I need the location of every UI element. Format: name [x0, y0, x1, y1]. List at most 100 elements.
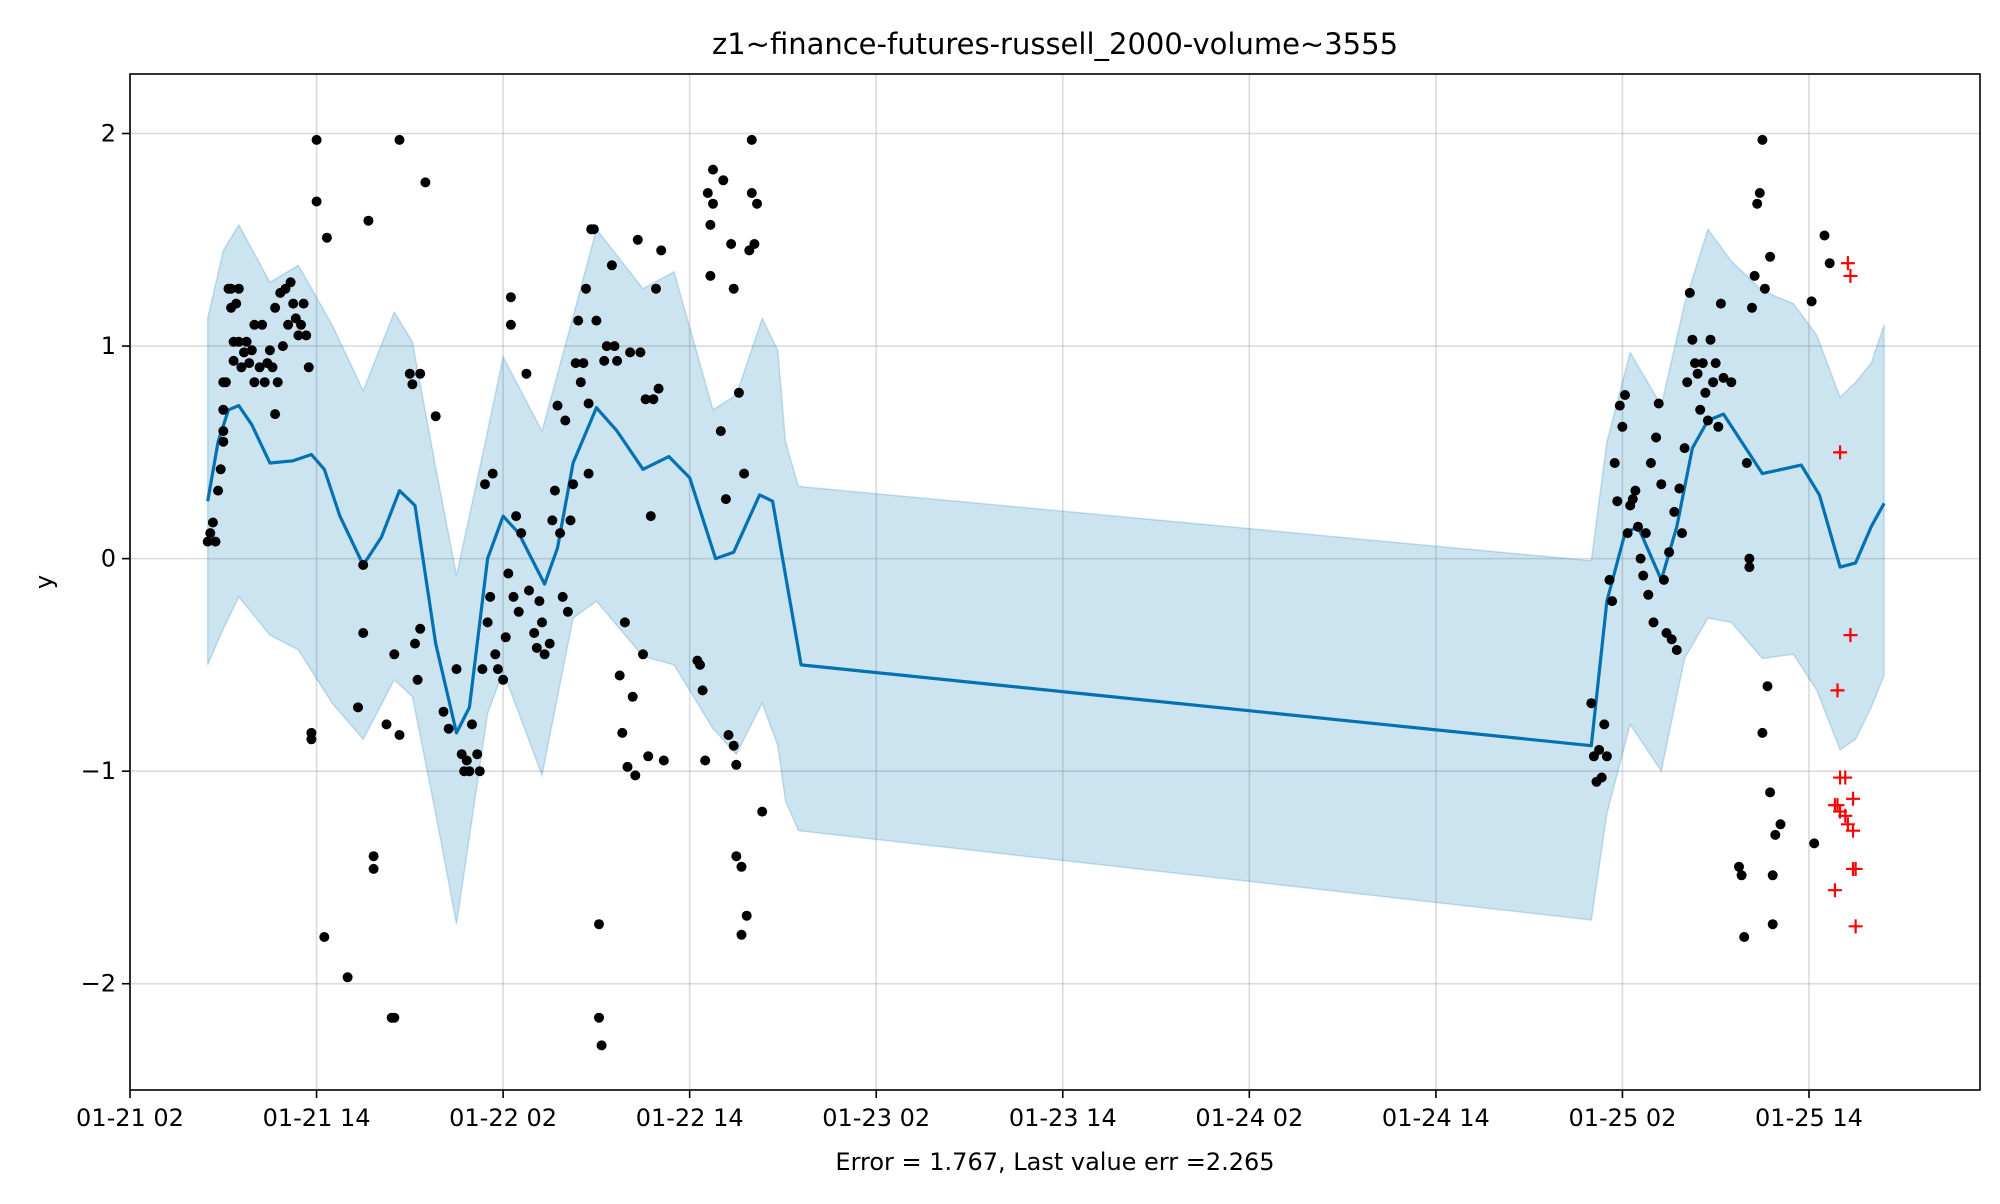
observed-point [746, 134, 757, 145]
observed-point [645, 511, 656, 522]
x-tick-label: 01-22 14 [636, 1104, 744, 1132]
observed-point [415, 623, 426, 634]
observed-point [537, 617, 547, 628]
observed-point [498, 674, 509, 685]
observed-point [596, 1040, 607, 1051]
observed-point [1715, 298, 1726, 309]
observed-point [700, 755, 711, 766]
observed-point [1653, 398, 1664, 409]
chart-title: z1~finance-futures-russell_2000-volume~3… [712, 27, 1398, 61]
observed-point [1671, 645, 1682, 655]
observed-point [342, 972, 353, 983]
y-axis-label: y [30, 575, 58, 589]
observed-point [656, 245, 667, 256]
observed-point [1734, 861, 1744, 872]
observed-point [547, 515, 558, 526]
observed-point [1664, 547, 1675, 558]
grid-lines [129, 74, 1980, 1090]
observed-point [505, 319, 516, 330]
observed-point [1640, 528, 1651, 539]
observed-point [599, 355, 610, 366]
observed-point [205, 528, 216, 539]
observed-point [283, 319, 294, 330]
observed-point [1713, 421, 1724, 432]
observed-point [632, 234, 643, 245]
observed-point [715, 426, 726, 437]
observed-point [430, 411, 441, 422]
observed-point [653, 383, 664, 394]
observed-point [529, 628, 540, 638]
observed-point [215, 464, 226, 475]
x-tick-label: 01-23 14 [1009, 1104, 1117, 1132]
observed-point [640, 394, 651, 405]
observed-point [513, 606, 524, 617]
observed-point [1630, 485, 1641, 496]
x-tick-label: 01-22 02 [449, 1104, 557, 1132]
observed-point [270, 302, 281, 313]
future-point [1848, 919, 1863, 934]
future-point [1846, 823, 1861, 838]
observed-point [485, 591, 496, 602]
observed-point [1765, 251, 1776, 262]
observed-point [207, 517, 218, 528]
observed-point [1627, 494, 1638, 505]
observed-point [562, 606, 573, 617]
observed-point [1586, 698, 1597, 709]
observed-point [298, 298, 309, 309]
observed-point [293, 330, 304, 341]
y-tick-label: 2 [101, 120, 116, 148]
observed-point [474, 766, 485, 777]
observed-point [1702, 415, 1713, 426]
observed-point [1765, 787, 1776, 798]
observed-point [705, 219, 716, 230]
observed-point [1651, 432, 1662, 443]
observed-point [697, 685, 708, 696]
observed-point [1718, 372, 1729, 383]
observed-point [560, 415, 571, 426]
observed-point [394, 730, 405, 740]
observed-point [720, 494, 731, 505]
observed-point [464, 766, 475, 777]
observed-point [622, 761, 633, 772]
future-point [1827, 883, 1842, 898]
observed-point [638, 649, 648, 660]
observed-point [1705, 334, 1716, 345]
future-point [1843, 628, 1858, 643]
observed-point [736, 861, 747, 872]
observed-point [1614, 400, 1625, 411]
observed-point [363, 215, 374, 226]
observed-point [319, 932, 330, 942]
observed-point [264, 345, 275, 356]
observed-point [539, 649, 550, 660]
y-tick-label: −1 [81, 757, 116, 785]
observed-point [736, 929, 747, 940]
x-tick-label: 01-21 02 [76, 1104, 184, 1132]
observed-point [1594, 744, 1605, 755]
observed-point [477, 664, 488, 675]
future-point [1838, 808, 1853, 823]
observed-point [578, 358, 589, 369]
observed-point [702, 188, 713, 198]
observed-point [1635, 553, 1646, 564]
observed-point [236, 362, 247, 373]
observed-point [1767, 870, 1778, 881]
observed-point [723, 730, 734, 740]
observed-point [321, 232, 332, 243]
observed-point [1697, 358, 1708, 369]
y-tick-label: −2 [81, 970, 116, 998]
observed-point [1617, 421, 1628, 432]
observed-point [358, 628, 369, 638]
observed-point [651, 283, 661, 294]
observed-point [353, 702, 363, 713]
observed-point [505, 292, 516, 303]
observed-point [358, 560, 369, 570]
observed-point [617, 727, 628, 738]
observed-point [524, 585, 534, 596]
future-point [1830, 798, 1845, 813]
observed-point [438, 706, 449, 717]
observed-point [573, 315, 584, 326]
observed-point [231, 298, 242, 309]
observed-point [1710, 358, 1721, 369]
observed-point [508, 591, 519, 602]
